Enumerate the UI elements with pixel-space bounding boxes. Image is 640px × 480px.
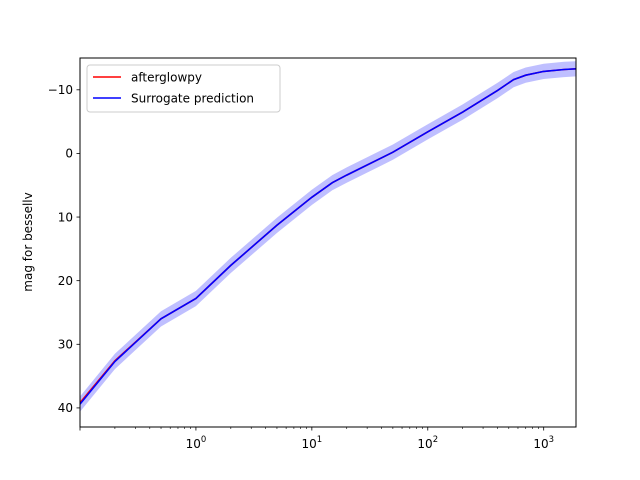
x-tick-label: 101 <box>301 435 322 451</box>
series-line-afterglowpy <box>80 68 576 404</box>
legend-label-surrogate-prediction: Surrogate prediction <box>131 92 254 106</box>
y-tick-label: −10 <box>48 83 73 97</box>
series-line-layer <box>80 68 576 405</box>
axes-frame <box>79 57 577 428</box>
legend-box <box>86 64 281 113</box>
legend: afterglowpy Surrogate prediction <box>86 64 281 113</box>
y-tick-label: 20 <box>58 274 73 288</box>
x-tick-label: 100 <box>186 435 207 451</box>
y-axis-ticks: −10 0 10 20 30 40 <box>48 83 80 415</box>
y-tick-label: 10 <box>58 210 73 224</box>
series-line-surrogate-prediction <box>80 68 576 405</box>
y-tick-label: 30 <box>58 338 73 352</box>
x-tick-label: 103 <box>533 435 554 451</box>
y-tick-label: 0 <box>65 147 73 161</box>
x-axis-ticks: 100 101 102 103 <box>79 427 554 451</box>
x-tick-label: 102 <box>417 435 438 451</box>
y-tick-label: 40 <box>58 401 73 415</box>
surrogate-uncertainty-band <box>80 61 576 412</box>
y-axis-label: mag for bessellv <box>21 192 35 291</box>
legend-label-afterglowpy: afterglowpy <box>131 71 202 85</box>
confidence-band-layer <box>80 61 576 412</box>
